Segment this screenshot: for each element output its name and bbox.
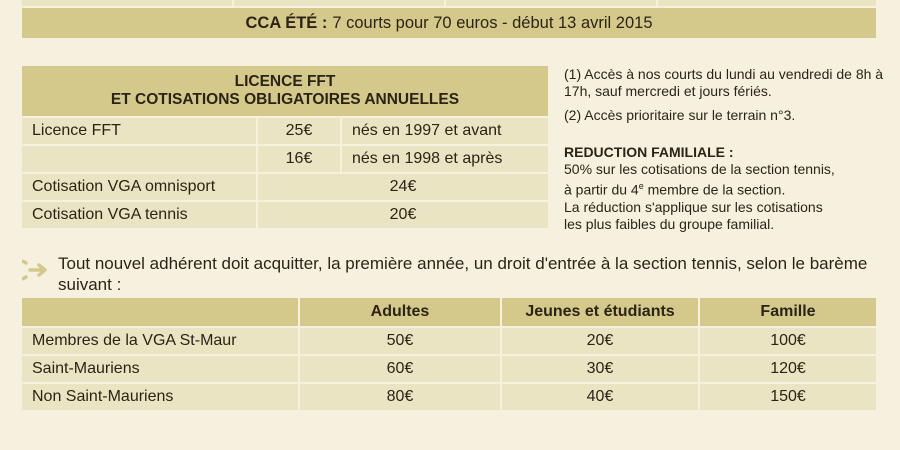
row-label: Saint-Mauriens (22, 356, 298, 382)
value-youth: 40€ (502, 384, 698, 410)
header-youth: Jeunes et étudiants (502, 298, 698, 326)
table-row: Membres de la VGA St-Maur 50€ 20€ 100€ (22, 328, 876, 354)
header-empty (22, 298, 298, 326)
cca-label: CCA ÉTÉ : (245, 13, 328, 32)
table-row: Cotisation VGA tennis 20€ (22, 202, 548, 228)
reduction-line-4: les plus faibles du groupe familial. (564, 215, 775, 232)
entry-fee-intro: Tout nouvel adhérent doit acquitter, la … (58, 254, 868, 294)
row-amount: 24€ (258, 174, 548, 200)
row-price: 16€ (258, 146, 340, 172)
row-label: Membres de la VGA St-Maur (22, 328, 298, 354)
table-row: Licence FFT 25€ nés en 1997 et avant (22, 118, 548, 144)
reduction-line-2-post: membre de la section. (643, 181, 786, 198)
notes-panel: (1) Accès à nos courts du lundi au vendr… (564, 66, 884, 233)
header-adults: Adultes (300, 298, 500, 326)
table-row: 16€ nés en 1998 et après (22, 146, 548, 172)
licence-table: LICENCE FFT ET COTISATIONS OBLIGATOIRES … (20, 64, 550, 230)
licence-title-line1: LICENCE FFT (234, 73, 336, 90)
arrow-right-icon (22, 259, 47, 281)
row-label: Cotisation VGA tennis (22, 202, 256, 228)
reduction-title: REDUCTION FAMILIALE : (564, 144, 734, 160)
row-price: 25€ (258, 118, 340, 144)
cca-summer-banner: CCA ÉTÉ : 7 courts pour 70 euros - début… (22, 8, 876, 38)
table-row: Cotisation VGA omnisport 24€ (22, 174, 548, 200)
value-adults: 50€ (300, 328, 500, 354)
value-youth: 20€ (502, 328, 698, 354)
row-label: Non Saint-Mauriens (22, 384, 298, 410)
reduction-line-3: La réduction s'applique sur les cotisati… (564, 198, 823, 215)
licence-header-row: LICENCE FFT ET COTISATIONS OBLIGATOIRES … (22, 66, 548, 116)
reduction-line-1: 50% sur les cotisations de la section te… (564, 161, 835, 177)
value-family: 150€ (700, 384, 876, 410)
value-family: 120€ (700, 356, 876, 382)
row-condition: nés en 1997 et avant (342, 118, 548, 144)
row-label: Cotisation VGA omnisport (22, 174, 256, 200)
licence-title-line2: ET COTISATIONS OBLIGATOIRES ANNUELLES (110, 91, 460, 108)
value-adults: 60€ (300, 356, 500, 382)
ordinal-suffix: e (638, 181, 644, 191)
value-youth: 30€ (502, 356, 698, 382)
cca-text: 7 courts pour 70 euros - début 13 avril … (332, 13, 653, 32)
reduction-line-2-pre: à partir du 4 (564, 181, 639, 198)
note-1: (1) Accès à nos courts du lundi au vendr… (564, 66, 884, 99)
header-family: Famille (700, 298, 876, 326)
licence-table-title: LICENCE FFT ET COTISATIONS OBLIGATOIRES … (22, 66, 548, 116)
entry-fee-table: Adultes Jeunes et étudiants Famille Memb… (20, 296, 878, 412)
top-table-remnant (22, 0, 876, 6)
note-2: (2) Accès prioritaire sur le terrain n°3… (564, 107, 796, 123)
table-row: Non Saint-Mauriens 80€ 40€ 150€ (22, 384, 876, 410)
value-family: 100€ (700, 328, 876, 354)
reduction-line-2: à partir du 4e membre de la section. (564, 178, 884, 199)
table-row: Saint-Mauriens 60€ 30€ 120€ (22, 356, 876, 382)
row-condition: nés en 1998 et après (342, 146, 548, 172)
row-label (22, 146, 256, 172)
row-amount: 20€ (258, 202, 548, 228)
value-adults: 80€ (300, 384, 500, 410)
fees-header-row: Adultes Jeunes et étudiants Famille (22, 298, 876, 326)
row-label: Licence FFT (22, 118, 256, 144)
